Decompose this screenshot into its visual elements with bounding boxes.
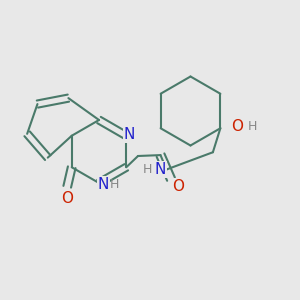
Text: N: N <box>155 162 166 177</box>
Text: O: O <box>172 179 184 194</box>
Text: H: H <box>248 120 257 133</box>
Text: N: N <box>98 177 109 192</box>
Text: O: O <box>61 191 73 206</box>
Text: O: O <box>231 119 243 134</box>
Text: N: N <box>124 127 135 142</box>
Text: H: H <box>143 163 153 176</box>
Text: H: H <box>110 178 119 191</box>
